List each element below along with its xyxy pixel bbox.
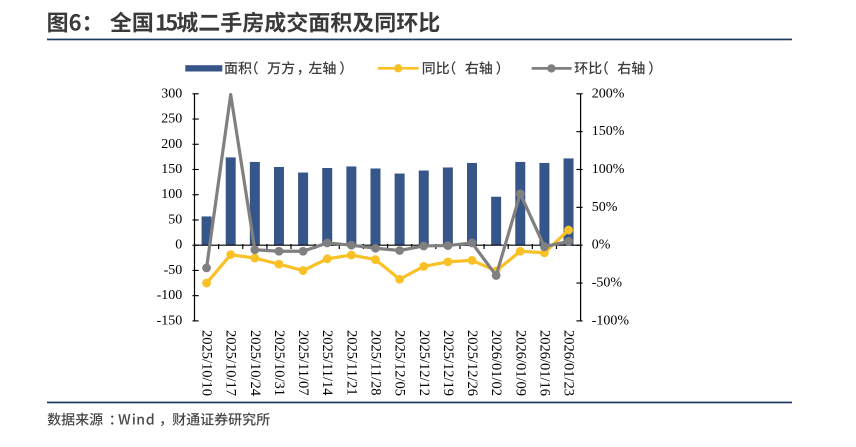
- svg-text:2026/01/02: 2026/01/02: [488, 330, 504, 396]
- svg-text:250: 250: [161, 112, 182, 127]
- svg-text:150: 150: [161, 162, 182, 177]
- svg-text:2026/01/09: 2026/01/09: [512, 330, 528, 396]
- svg-text:-100: -100: [157, 288, 183, 303]
- svg-text:-100%: -100%: [592, 313, 630, 328]
- svg-text:0%: 0%: [592, 238, 611, 253]
- svg-text:200%: 200%: [592, 86, 625, 101]
- svg-text:2025/12/19: 2025/12/19: [440, 330, 456, 396]
- svg-text:2025/11/07: 2025/11/07: [295, 330, 311, 396]
- svg-text:300: 300: [161, 86, 182, 101]
- svg-text:2025/12/26: 2025/12/26: [464, 330, 480, 396]
- svg-text:-50%: -50%: [592, 276, 623, 291]
- svg-text:50%: 50%: [592, 200, 618, 215]
- svg-text:2025/11/21: 2025/11/21: [343, 330, 359, 396]
- svg-text:2026/01/16: 2026/01/16: [536, 330, 552, 396]
- svg-text:2025/12/05: 2025/12/05: [392, 330, 408, 396]
- svg-text:2025/10/17: 2025/10/17: [223, 330, 239, 396]
- svg-text:2025/12/12: 2025/12/12: [416, 330, 432, 396]
- svg-text:200: 200: [161, 137, 182, 152]
- svg-text:50: 50: [168, 212, 182, 227]
- svg-text:150%: 150%: [592, 124, 625, 139]
- svg-text:2026/01/23: 2026/01/23: [561, 330, 577, 396]
- svg-text:2025/10/31: 2025/10/31: [271, 330, 287, 396]
- svg-text:2025/11/14: 2025/11/14: [319, 330, 335, 396]
- svg-text:-50: -50: [164, 263, 183, 278]
- svg-text:2025/10/24: 2025/10/24: [247, 330, 263, 397]
- svg-text:2025/10/10: 2025/10/10: [199, 330, 215, 396]
- svg-text:2025/11/28: 2025/11/28: [367, 330, 383, 396]
- svg-text:0: 0: [175, 238, 182, 253]
- svg-text:-150: -150: [157, 313, 183, 328]
- svg-text:100: 100: [161, 187, 182, 202]
- svg-text:100%: 100%: [592, 162, 625, 177]
